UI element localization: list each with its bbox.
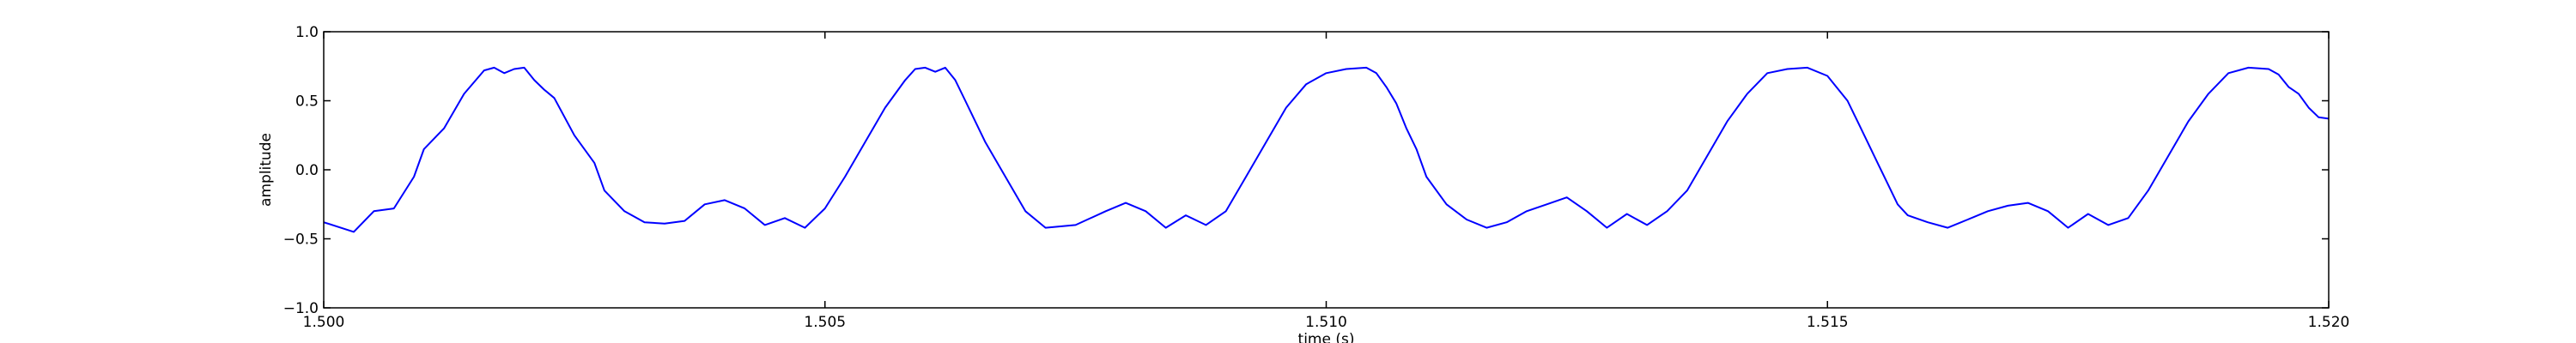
axes: 1.500 1.505 1.510 1.515 1.520 −1.0 −0.5 0.0 0.5 1… [283, 24, 2350, 331]
y-tick-label: 1.0 [295, 24, 319, 41]
x-tick-label: 1.520 [2308, 314, 2350, 331]
series-line-0 [324, 66, 2329, 233]
y-tick-label: −1.0 [283, 300, 319, 317]
x-tick-label: 1.505 [804, 314, 846, 331]
y-axis-label: amplitude [258, 133, 275, 207]
x-tick-label: 1.500 [303, 314, 345, 331]
x-axis-label: time (s) [1298, 331, 1355, 343]
y-tick-label: −0.5 [283, 232, 319, 249]
x-tick-label: 1.515 [1807, 314, 1849, 331]
y-tick-label: 0.5 [295, 93, 319, 111]
x-tick-label: 1.510 [1305, 314, 1347, 331]
y-tick-label: 0.0 [295, 162, 319, 179]
plot-area [324, 66, 2329, 233]
